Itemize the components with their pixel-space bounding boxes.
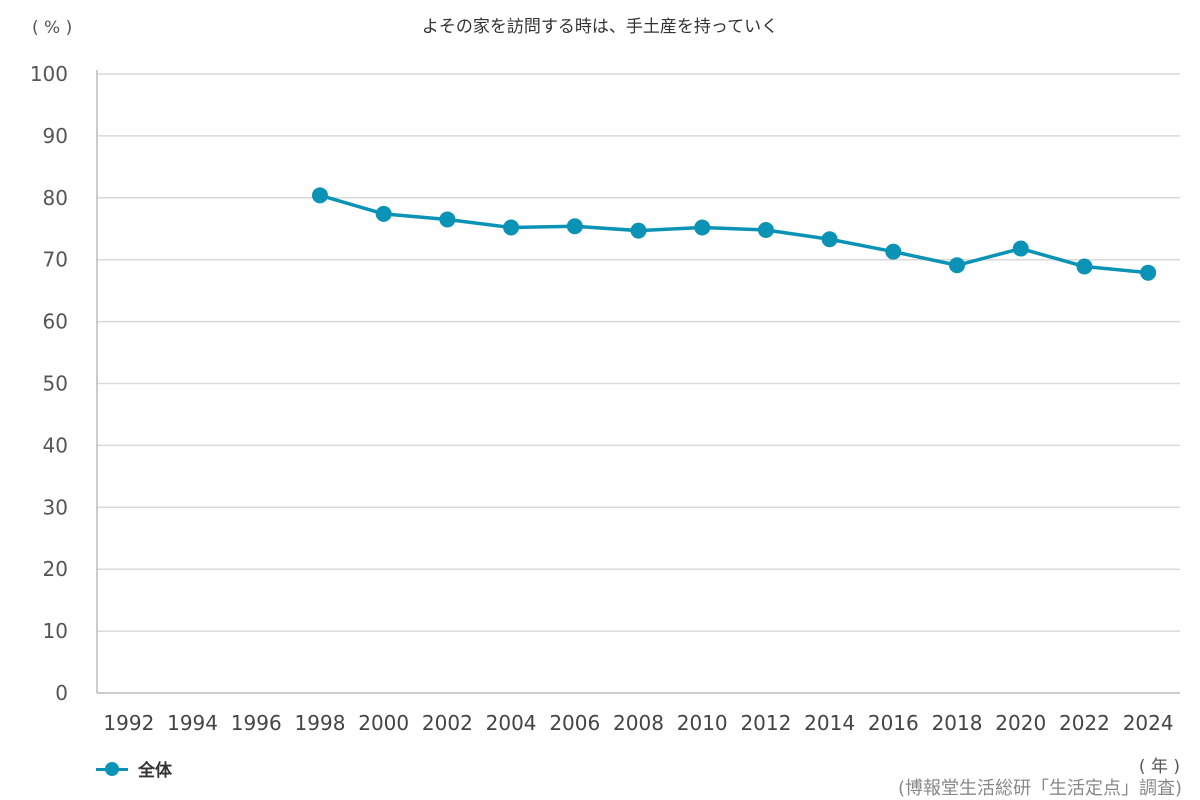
data-point	[311, 187, 328, 204]
x-tick-label: 2022	[1059, 711, 1110, 735]
x-tick-label: 2010	[677, 711, 728, 735]
chart-title: よその家を訪問する時は、手土産を持っていく	[421, 17, 779, 37]
y-tick-label: 60	[43, 310, 68, 334]
y-tick-label: 90	[43, 124, 68, 148]
data-point	[439, 211, 456, 228]
data-point	[1012, 240, 1029, 257]
x-tick-label: 1996	[231, 711, 282, 735]
x-tick-label: 2014	[804, 711, 855, 735]
data-point	[885, 243, 902, 260]
x-tick-label: 2004	[486, 711, 537, 735]
x-tick-label: 2012	[740, 711, 791, 735]
y-tick-label: 20	[43, 557, 68, 581]
data-point	[503, 219, 520, 236]
data-point	[694, 219, 711, 236]
data-point	[1140, 264, 1157, 281]
x-axis-unit: ( 年 )	[1138, 757, 1180, 777]
legend: 全体	[96, 756, 172, 781]
series-line	[319, 193, 1149, 275]
y-tick-label: 0	[55, 681, 68, 705]
data-point	[1076, 258, 1093, 275]
legend-marker-icon	[96, 759, 128, 779]
y-tick-label: 80	[43, 186, 68, 210]
y-tick-label: 10	[43, 619, 68, 643]
x-tick-label: 1994	[167, 711, 218, 735]
x-tick-label: 2008	[613, 711, 664, 735]
x-tick-label: 2020	[995, 711, 1046, 735]
source-note: (博報堂生活総研「生活定点」調査)	[897, 778, 1182, 799]
data-point	[949, 257, 966, 274]
data-point	[821, 231, 838, 248]
x-tick-label: 1998	[295, 711, 346, 735]
x-tick-label: 2024	[1123, 711, 1174, 735]
data-point	[757, 221, 774, 238]
x-tick-label: 1992	[103, 711, 154, 735]
y-tick-label: 50	[43, 372, 68, 396]
legend-label: 全体	[138, 761, 172, 781]
x-tick-label: 2006	[549, 711, 600, 735]
y-tick-label: 40	[43, 433, 68, 457]
y-axis-unit: ( % )	[32, 18, 73, 38]
y-tick-label: 100	[30, 62, 68, 86]
data-point	[566, 218, 583, 235]
data-point	[375, 205, 392, 222]
y-tick-label: 30	[43, 495, 68, 519]
data-point	[630, 222, 647, 239]
x-tick-label: 2018	[932, 711, 983, 735]
x-tick-label: 2000	[358, 711, 409, 735]
x-tick-label: 2016	[868, 711, 919, 735]
y-tick-label: 70	[43, 248, 68, 272]
x-tick-label: 2002	[422, 711, 473, 735]
